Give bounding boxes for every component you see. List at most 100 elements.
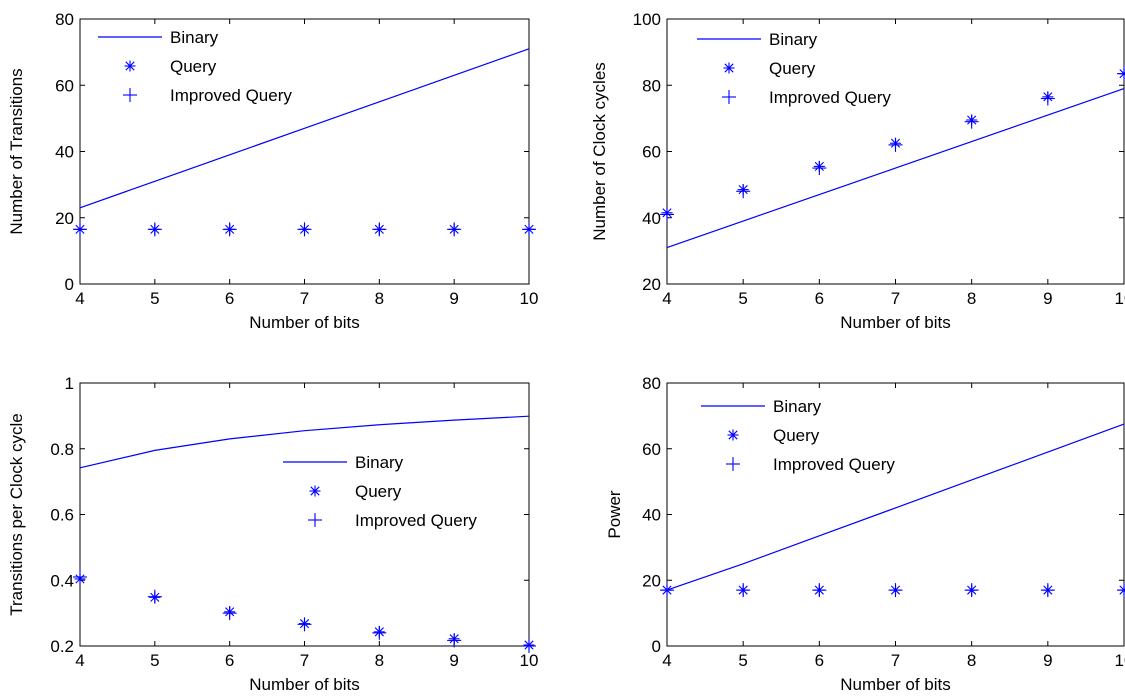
chart-3: 4 5 6 7 8 9 10 0.2 0.4 0.6 0.8 1 Number of bits Trans… [7,374,538,694]
x-tick-label: 9 [449,651,458,670]
marker-improved-query [888,137,903,152]
marker-improved-query [297,617,312,632]
legend: Binary Query Improved Query [697,30,891,107]
x-tick-label: 9 [1043,289,1052,308]
x-tick-label: 10 [1115,651,1125,670]
marker-improved-query [812,161,827,176]
legend-marker-query [309,485,321,497]
legend-label: Binary [355,453,404,472]
x-tick-label: 7 [300,289,309,308]
x-tick-label: 10 [1115,289,1125,308]
x-tick-label: 7 [891,651,900,670]
marker-improved-query [73,222,87,237]
legend-marker-query-d2 [728,430,738,440]
marker-improved-query [73,569,87,584]
x-axis-label: Number of bits [840,675,951,694]
plot-frame [666,382,1125,647]
x-tick-label: 9 [1043,651,1052,670]
x-tick-label: 8 [375,651,384,670]
x-tick-label: 7 [300,651,309,670]
legend-marker-query [124,60,136,72]
y-tick-label: 80 [642,76,661,95]
x-tick-label: 6 [815,651,824,670]
marker-improved-query [222,606,237,621]
chart-1: 4 5 6 7 8 9 10 0 20 40 60 80 Number of bits Number of… [7,10,538,332]
x-axis-label: Number of bits [249,313,360,332]
y-tick-label: 60 [642,440,661,459]
marker-improved-query [522,222,536,237]
y-tick-label: 60 [642,143,661,162]
x-tick-label: 10 [520,651,539,670]
legend-marker-query-d2 [310,486,320,496]
x-tick-label: 8 [375,289,384,308]
x-tick-label: 5 [738,651,747,670]
y-tick-label: 0.4 [50,571,74,590]
legend: Binary Query Improved Query [98,28,292,105]
chart-4: 4 5 6 7 8 9 10 0 20 40 60 80 Number of bits Power Bina… [605,374,1125,694]
marker-improved-query [660,207,674,222]
y-tick-label: 0.2 [50,637,74,656]
x-tick-label: 5 [150,289,159,308]
marker-improved-query [147,222,162,237]
marker-improved-query [1040,583,1055,598]
series-line-binary [79,48,530,209]
y-tick-label: 0.8 [50,440,74,459]
legend-label: Binary [170,28,219,47]
legend-marker-improved-query [722,90,736,104]
y-axis-label: Number of Clock cycles [590,62,609,241]
x-tick-label: 4 [662,289,671,308]
legend-label: Improved Query [355,511,477,530]
y-axis-label: Power [605,490,624,539]
legend-label: Improved Query [773,455,895,474]
x-tick-label: 6 [225,289,234,308]
legend-label: Binary [769,30,818,49]
legend-label: Improved Query [769,88,891,107]
legend-label: Binary [773,397,822,416]
legend-label: Query [355,482,402,501]
marker-improved-query [297,222,312,237]
chart-2: 4 5 6 7 8 9 10 20 40 60 80 100 Number of bits Number … [590,10,1125,332]
series-line-binary [79,415,530,469]
marker-improved-query [736,184,751,199]
x-tick-label: 9 [449,289,458,308]
y-tick-label: 40 [55,143,74,162]
marker-improved-query [736,583,751,598]
x-tick-label: 8 [967,651,976,670]
plot-frame [79,18,530,285]
legend-label: Query [170,57,217,76]
plot-area [73,415,536,653]
y-tick-label: 0 [652,637,661,656]
marker-improved-query [888,583,903,598]
legend: Binary Query Improved Query [701,397,895,474]
plot-area [660,423,1125,598]
marker-improved-query [1117,583,1125,598]
legend-marker-query [723,62,735,74]
y-tick-label: 80 [55,10,74,29]
x-tick-label: 4 [662,651,671,670]
x-tick-label: 7 [891,289,900,308]
series-line-binary [666,87,1125,249]
legend-label: Query [773,426,820,445]
legend-marker-query [727,429,739,441]
marker-improved-query [372,625,387,640]
marker-improved-query [147,589,162,604]
marker-improved-query [447,222,462,237]
y-tick-label: 20 [642,571,661,590]
marker-improved-query [964,114,979,129]
x-axis-label: Number of bits [249,675,360,694]
y-tick-label: 100 [633,10,661,29]
x-tick-label: 5 [738,289,747,308]
y-tick-label: 40 [642,209,661,228]
y-tick-label: 40 [642,506,661,525]
y-tick-label: 60 [55,76,74,95]
x-tick-label: 6 [815,289,824,308]
y-axis-label: Number of Transitions [7,68,26,234]
legend-marker-improved-query [308,513,322,527]
legend-marker-improved-query [123,88,137,102]
x-tick-label: 8 [967,289,976,308]
marker-improved-query [372,222,387,237]
y-tick-label: 1 [65,374,74,393]
marker-improved-query [660,583,674,598]
y-tick-label: 0.6 [50,506,74,525]
marker-improved-query [222,222,237,237]
